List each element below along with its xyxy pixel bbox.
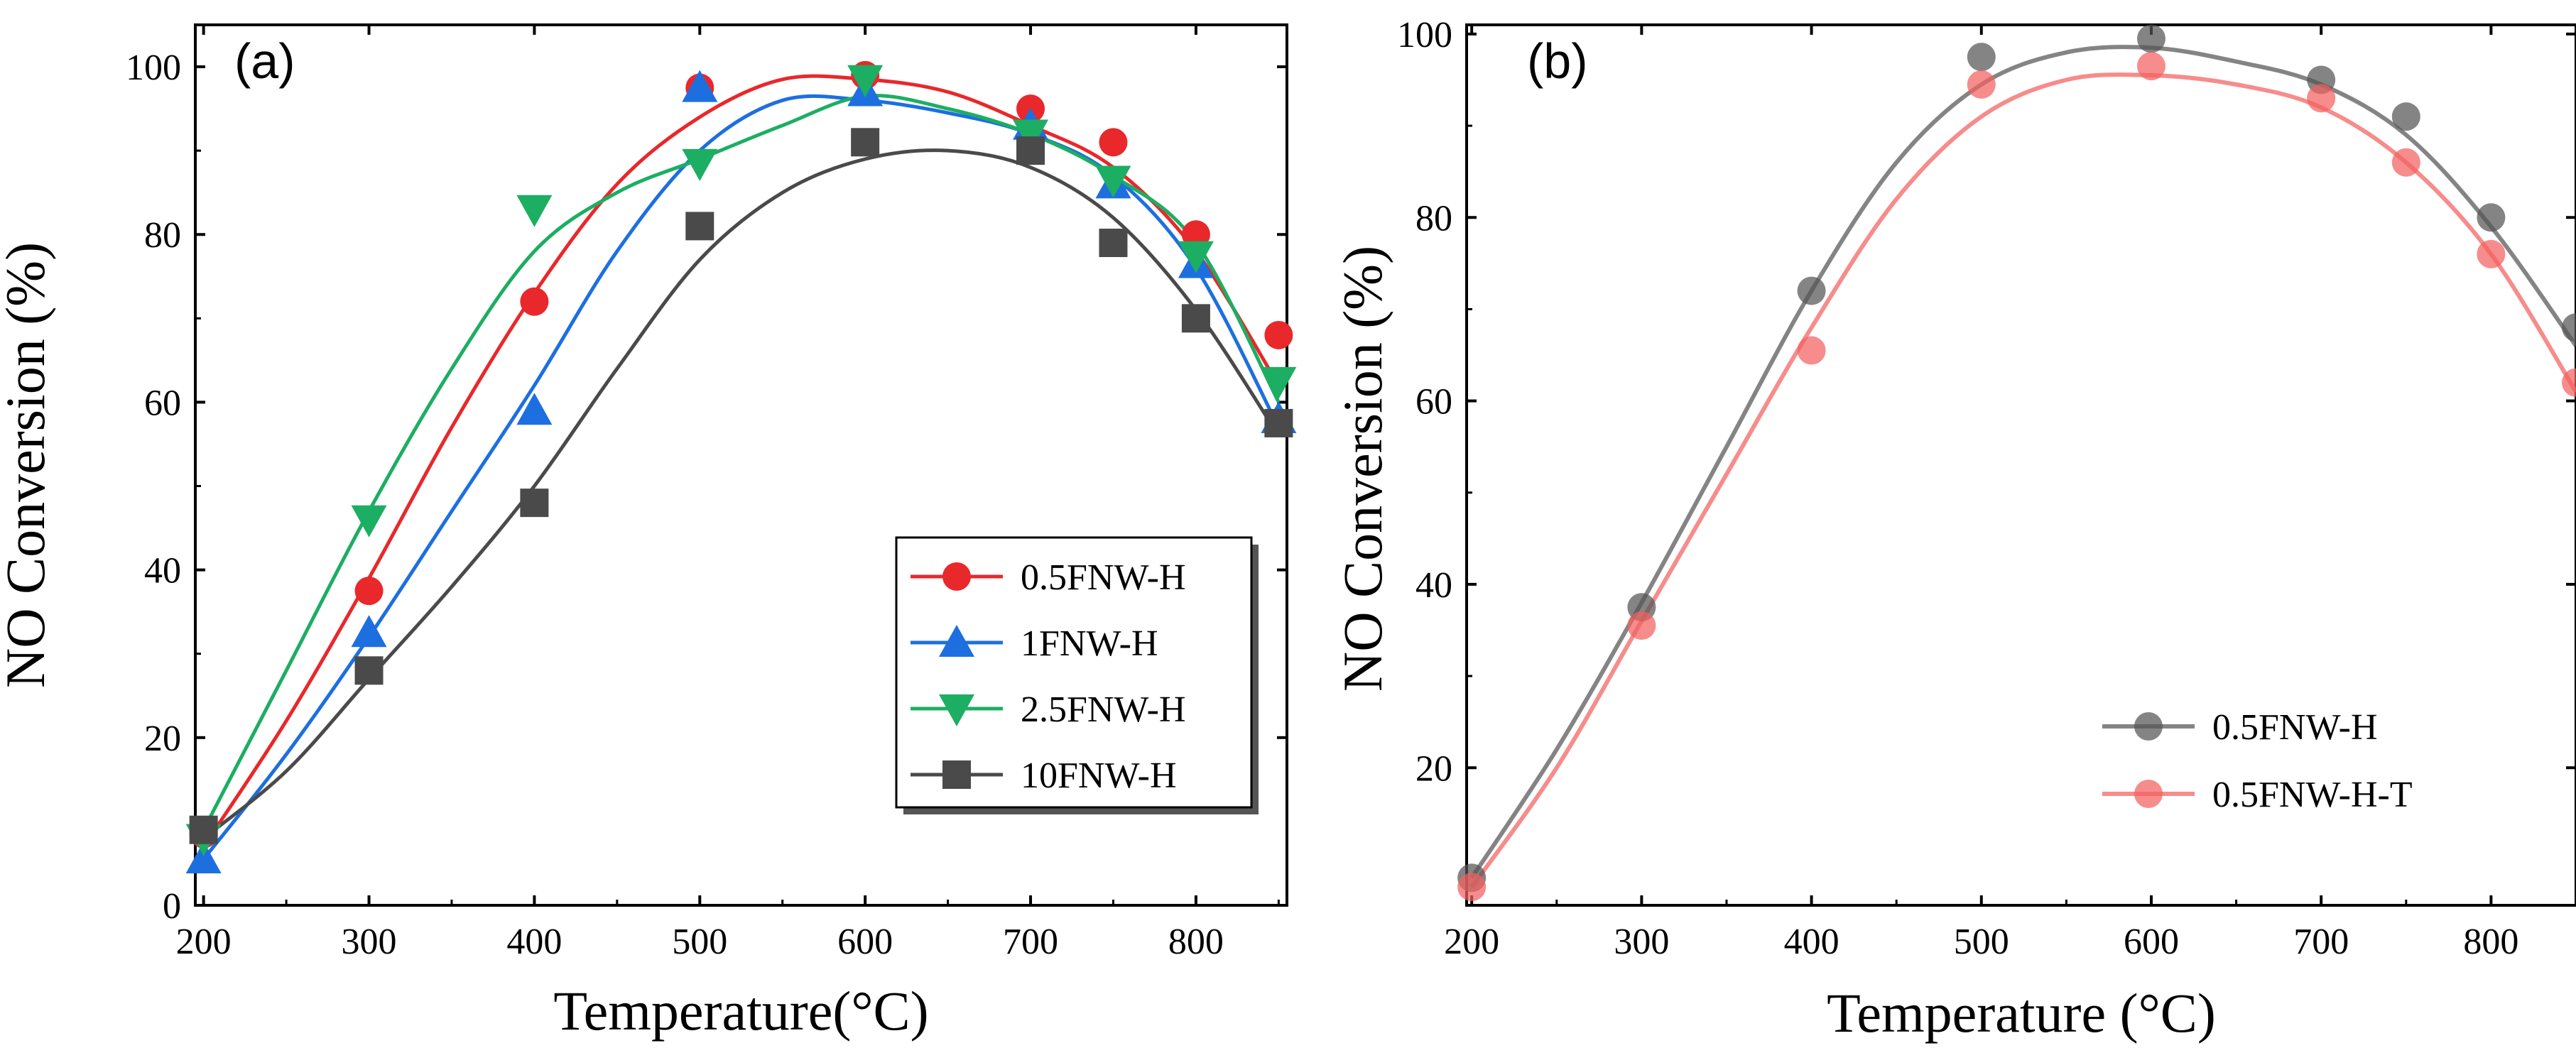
y-tick-label: 20 <box>1415 748 1452 789</box>
data-point-10FNW-H <box>1016 136 1045 165</box>
y-tick-label: 40 <box>1415 565 1452 606</box>
y-tick-label: 80 <box>1415 198 1452 239</box>
x-tick-label: 700 <box>2293 922 2349 962</box>
data-point-2.5FNW-H <box>351 505 387 538</box>
data-point-2.5FNW-H <box>847 65 884 97</box>
legend-label: 0.5FNW-H-T <box>2212 775 2413 815</box>
panel-b-chart: 200 300 400 500 600 700 800 20 40 60 80 100 0.5FNW-H… <box>1332 15 2576 1044</box>
data-point-0.5FNW-H <box>354 577 384 606</box>
y-tick-label: 80 <box>144 215 181 256</box>
data-point-0.5FNW-H-T <box>1797 336 1826 365</box>
data-point-1FNW-H <box>516 393 553 425</box>
data-point-2.5FNW-H <box>1013 119 1049 152</box>
data-point-10FNW-H <box>1264 408 1293 437</box>
x-tick-label: 300 <box>342 922 397 962</box>
x-tick-label: 800 <box>2463 922 2518 962</box>
x-tick-label: 300 <box>1614 922 1669 962</box>
data-point-0.5FNW-H <box>520 287 549 316</box>
panel-a-chart: 200 300 400 500 600 700 800 0 20 40 60 80 100 0.5FNW-… <box>0 23 1297 1042</box>
y-tick-label: 60 <box>144 383 181 423</box>
data-point-1FNW-H <box>682 70 718 102</box>
data-point-2.5FNW-H <box>1178 241 1214 273</box>
data-point-0.5FNW-H-T <box>2562 368 2576 397</box>
y-tick-label: 60 <box>1415 382 1452 422</box>
legend-marker <box>939 625 974 657</box>
legend-marker <box>942 562 971 591</box>
x-axis-title: Temperature (°C) <box>1827 982 2216 1044</box>
data-point-10FNW-H <box>354 656 384 685</box>
plot-frame <box>194 23 1288 907</box>
data-point-0.5FNW-H-T <box>1967 70 1996 99</box>
data-point-0.5FNW-H-T <box>2391 148 2420 177</box>
data-point-0.5FNW-H <box>2477 203 2506 232</box>
data-point-0.5FNW-H-T <box>1627 611 1656 640</box>
data-point-10FNW-H <box>1181 304 1210 333</box>
data-point-10FNW-H <box>685 212 714 241</box>
legend-marker <box>939 694 974 726</box>
data-point-1FNW-H <box>351 615 387 648</box>
y-tick-label: 40 <box>144 551 181 591</box>
y-axis-title: NO Conversion (%) <box>0 242 56 688</box>
legend-label: 2.5FNW-H <box>1021 689 1186 730</box>
x-tick-label: 200 <box>176 922 232 962</box>
data-point-2.5FNW-H <box>516 195 553 227</box>
data-point-0.5FNW-H-T <box>1457 873 1487 902</box>
legend-marker <box>2134 712 2163 741</box>
y-tick-label: 100 <box>126 48 181 88</box>
x-tick-label: 700 <box>1003 922 1058 962</box>
data-point-0.5FNW-H-T <box>2136 52 2165 81</box>
y-tick-label: 100 <box>1397 15 1452 55</box>
x-tick-label: 500 <box>672 922 727 962</box>
data-point-0.5FNW-H <box>1264 320 1293 349</box>
x-tick-label: 400 <box>506 922 562 962</box>
legend-label: 10FNW-H <box>1021 755 1177 796</box>
legend-label: 1FNW-H <box>1021 623 1158 664</box>
x-tick-label: 800 <box>1168 922 1224 962</box>
y-axis-title: NO Conversion (%) <box>1332 246 1393 692</box>
legend-label: 0.5FNW-H <box>2212 707 2378 748</box>
data-point-2.5FNW-H <box>1095 165 1131 198</box>
data-point-0.5FNW-H <box>2562 313 2576 342</box>
panel-label: (b) <box>1527 33 1588 89</box>
data-point-10FNW-H <box>520 489 549 518</box>
data-point-0.5FNW-H <box>1099 128 1128 157</box>
data-point-10FNW-H <box>189 815 218 844</box>
panel-label: (a) <box>234 33 295 89</box>
legend-marker <box>2134 780 2163 808</box>
x-tick-label: 600 <box>2124 922 2179 962</box>
x-tick-label: 200 <box>1444 922 1499 962</box>
x-tick-label: 600 <box>837 922 893 962</box>
x-tick-label: 500 <box>1954 922 2009 962</box>
data-point-10FNW-H <box>1099 229 1128 258</box>
plot-frame <box>1465 23 2576 907</box>
x-tick-label: 400 <box>1784 922 1839 962</box>
y-tick-label: 0 <box>163 886 181 927</box>
data-point-0.5FNW-H <box>1797 276 1826 305</box>
data-point-10FNW-H <box>851 128 880 157</box>
data-point-0.5FNW-H <box>2391 102 2420 131</box>
data-point-2.5FNW-H <box>1261 366 1297 399</box>
y-tick-label: 20 <box>144 719 181 759</box>
data-point-2.5FNW-H <box>682 148 718 181</box>
x-axis-title: Temperature(°C) <box>553 980 928 1042</box>
data-point-0.5FNW-H-T <box>2477 239 2506 268</box>
legend-label: 0.5FNW-H <box>1021 557 1186 598</box>
data-point-0.5FNW-H <box>1967 43 1996 72</box>
data-point-0.5FNW-H-T <box>2307 84 2336 113</box>
data-point-1FNW-H <box>185 841 222 874</box>
legend-marker <box>942 760 971 789</box>
data-point-0.5FNW-H <box>2136 24 2165 53</box>
